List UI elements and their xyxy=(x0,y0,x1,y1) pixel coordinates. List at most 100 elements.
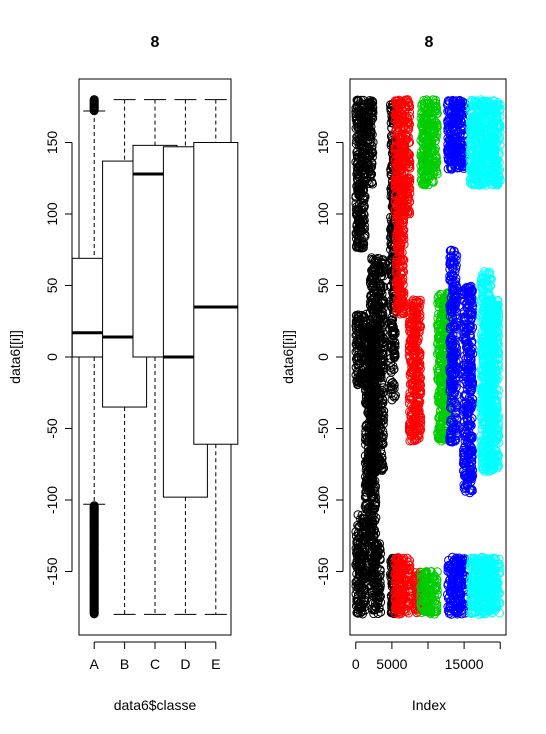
data-point xyxy=(401,174,410,184)
data-point xyxy=(362,172,372,182)
data-point xyxy=(351,581,361,591)
data-point xyxy=(369,574,379,584)
data-point xyxy=(402,147,412,157)
data-point xyxy=(362,142,372,152)
data-point xyxy=(392,163,402,173)
y-tick-label: 0 xyxy=(44,353,60,361)
data-point xyxy=(354,161,364,171)
series-0 xyxy=(351,95,400,619)
data-point xyxy=(366,157,376,167)
data-point xyxy=(377,408,387,418)
data-point xyxy=(392,159,402,169)
box-E xyxy=(193,99,239,615)
data-point xyxy=(360,230,370,239)
data-point xyxy=(402,151,412,161)
data-point xyxy=(401,157,411,167)
data-point xyxy=(353,181,363,191)
data-point xyxy=(378,314,388,324)
data-point xyxy=(397,165,407,174)
x-tick-label: A xyxy=(90,656,100,672)
data-point xyxy=(374,591,384,601)
data-point xyxy=(366,345,376,355)
data-point xyxy=(353,583,363,593)
data-point xyxy=(364,132,374,142)
data-point xyxy=(374,603,384,612)
data-point xyxy=(378,256,387,266)
data-point xyxy=(355,216,365,226)
data-point xyxy=(375,424,385,434)
data-point xyxy=(369,431,379,441)
data-point xyxy=(404,124,414,134)
data-point xyxy=(403,95,412,105)
data-point xyxy=(368,557,378,567)
data-point xyxy=(362,176,372,186)
data-point xyxy=(360,192,370,202)
data-point xyxy=(368,97,378,107)
data-point xyxy=(360,492,370,502)
data-point xyxy=(373,253,383,263)
data-point xyxy=(386,358,396,368)
data-point xyxy=(393,119,403,129)
data-point xyxy=(371,594,381,604)
data-point xyxy=(387,132,396,142)
data-point xyxy=(371,330,381,340)
data-point xyxy=(356,596,366,606)
data-point xyxy=(390,110,400,120)
data-point xyxy=(403,113,413,123)
data-point xyxy=(353,510,363,520)
data-point xyxy=(379,406,389,416)
data-point xyxy=(375,543,385,553)
data-point xyxy=(387,378,397,388)
boxplot-boxes xyxy=(71,95,239,619)
data-point xyxy=(361,160,371,170)
data-point xyxy=(386,318,396,328)
data-point xyxy=(400,136,409,146)
boxplot-y-label: data6[[i]] xyxy=(7,330,23,384)
data-point xyxy=(366,373,376,383)
data-point xyxy=(399,198,408,208)
data-point xyxy=(379,334,389,344)
data-point xyxy=(399,121,409,131)
data-point xyxy=(353,95,363,105)
data-point xyxy=(363,504,373,514)
x-tick-label: E xyxy=(211,656,220,672)
data-point xyxy=(386,354,396,363)
data-point xyxy=(390,176,400,186)
data-point xyxy=(367,408,377,418)
data-point xyxy=(354,236,364,246)
data-point xyxy=(362,487,371,497)
data-point xyxy=(365,508,375,518)
data-point xyxy=(366,275,376,285)
boxplot-title: 8 xyxy=(151,34,160,51)
data-point xyxy=(375,539,384,549)
data-point xyxy=(368,179,377,189)
data-point xyxy=(373,550,383,560)
data-point xyxy=(402,178,412,188)
data-point xyxy=(370,413,380,423)
data-point xyxy=(363,120,373,130)
data-point xyxy=(367,575,377,585)
data-point xyxy=(377,350,387,360)
scatter-title: 8 xyxy=(425,34,434,51)
data-point xyxy=(390,329,400,339)
y-tick-label: 150 xyxy=(44,131,60,155)
x-tick-label: D xyxy=(180,656,190,672)
data-point xyxy=(377,433,386,443)
data-point xyxy=(351,577,361,587)
data-point xyxy=(369,267,379,277)
data-point xyxy=(364,163,374,173)
data-point xyxy=(386,363,396,373)
data-point xyxy=(369,451,379,461)
data-point xyxy=(370,285,380,295)
data-point xyxy=(388,391,398,401)
data-point xyxy=(368,486,378,495)
data-point xyxy=(364,115,374,124)
data-point xyxy=(369,578,379,587)
data-point xyxy=(376,367,385,377)
data-point xyxy=(405,157,415,167)
data-point xyxy=(376,268,386,278)
y-tick-label: 100 xyxy=(44,202,60,226)
data-point xyxy=(367,597,377,607)
data-point xyxy=(370,350,380,360)
